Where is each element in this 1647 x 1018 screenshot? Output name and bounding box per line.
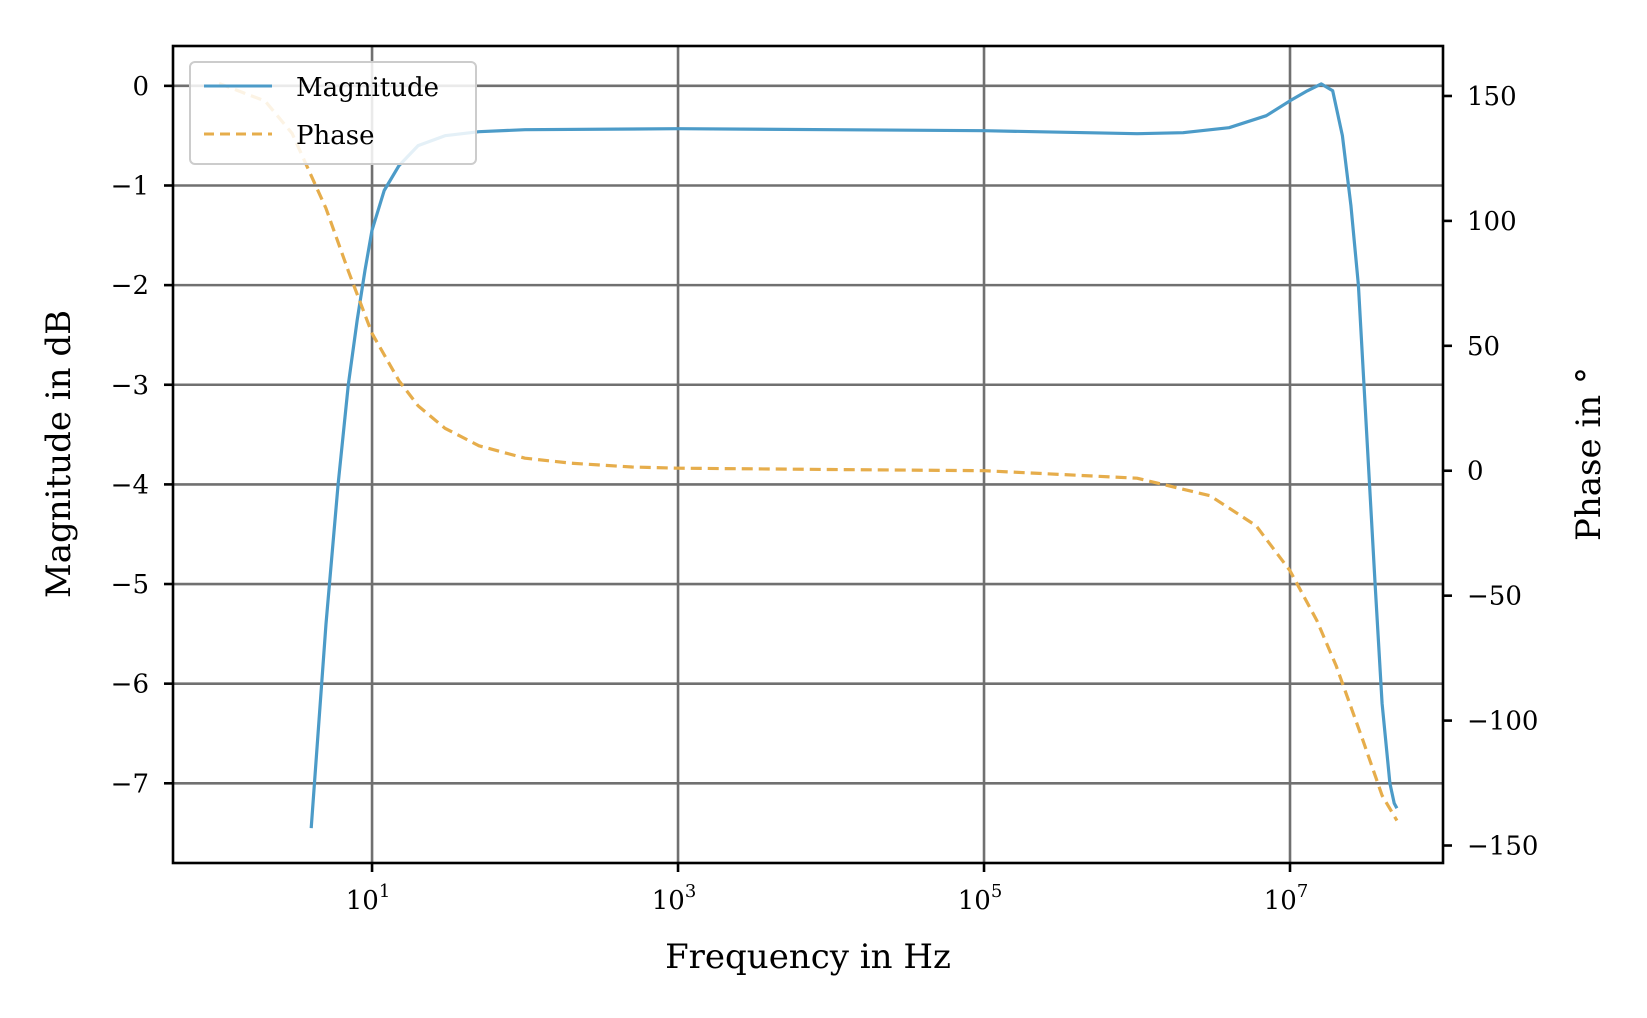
y-axis-label: Magnitude in dB — [39, 310, 79, 598]
plot-area — [218, 82, 1399, 829]
y-tick-label: −2 — [111, 271, 149, 301]
y2-axis-label: Phase in ° — [1569, 367, 1609, 541]
y2-tick-label: 50 — [1467, 332, 1500, 362]
y2-tick-label: −50 — [1467, 582, 1522, 612]
plot-frame — [171, 44, 1445, 865]
y-tick-label: 0 — [132, 72, 149, 102]
series-line-phase — [218, 82, 1399, 822]
x-tick-label: 101 — [346, 881, 391, 916]
y2-tick-label: 150 — [1467, 82, 1517, 112]
y-tick-label: −3 — [111, 371, 149, 401]
x-tick-label: 105 — [958, 881, 1003, 916]
legend-label-phase: Phase — [296, 121, 374, 151]
y2-tick-label: 0 — [1467, 457, 1484, 487]
grid — [173, 46, 1443, 863]
y2-tick-label: −150 — [1467, 832, 1538, 862]
y2-tick-label: 100 — [1467, 207, 1517, 237]
legend-label-magnitude: Magnitude — [296, 73, 439, 103]
y-tick-label: −7 — [111, 769, 149, 799]
x-tick-label: 103 — [652, 881, 697, 916]
y-tick-label: −5 — [111, 570, 149, 600]
y-tick-label: −1 — [111, 171, 149, 201]
x-axis-label: Frequency in Hz — [665, 937, 951, 977]
y-tick-label: −6 — [111, 670, 149, 700]
x-tick-label: 107 — [1264, 881, 1309, 916]
series-line-magnitude — [309, 82, 1399, 829]
legend: Magnitude Phase — [189, 61, 477, 165]
y2-tick-label: −100 — [1467, 707, 1538, 737]
axis-ticks: 101 103 105 107 0 −1 −2 −3 −4 −5 −6 −7 150 100 50 0 −50 −… — [111, 72, 1539, 916]
y-tick-label: −4 — [111, 470, 149, 500]
